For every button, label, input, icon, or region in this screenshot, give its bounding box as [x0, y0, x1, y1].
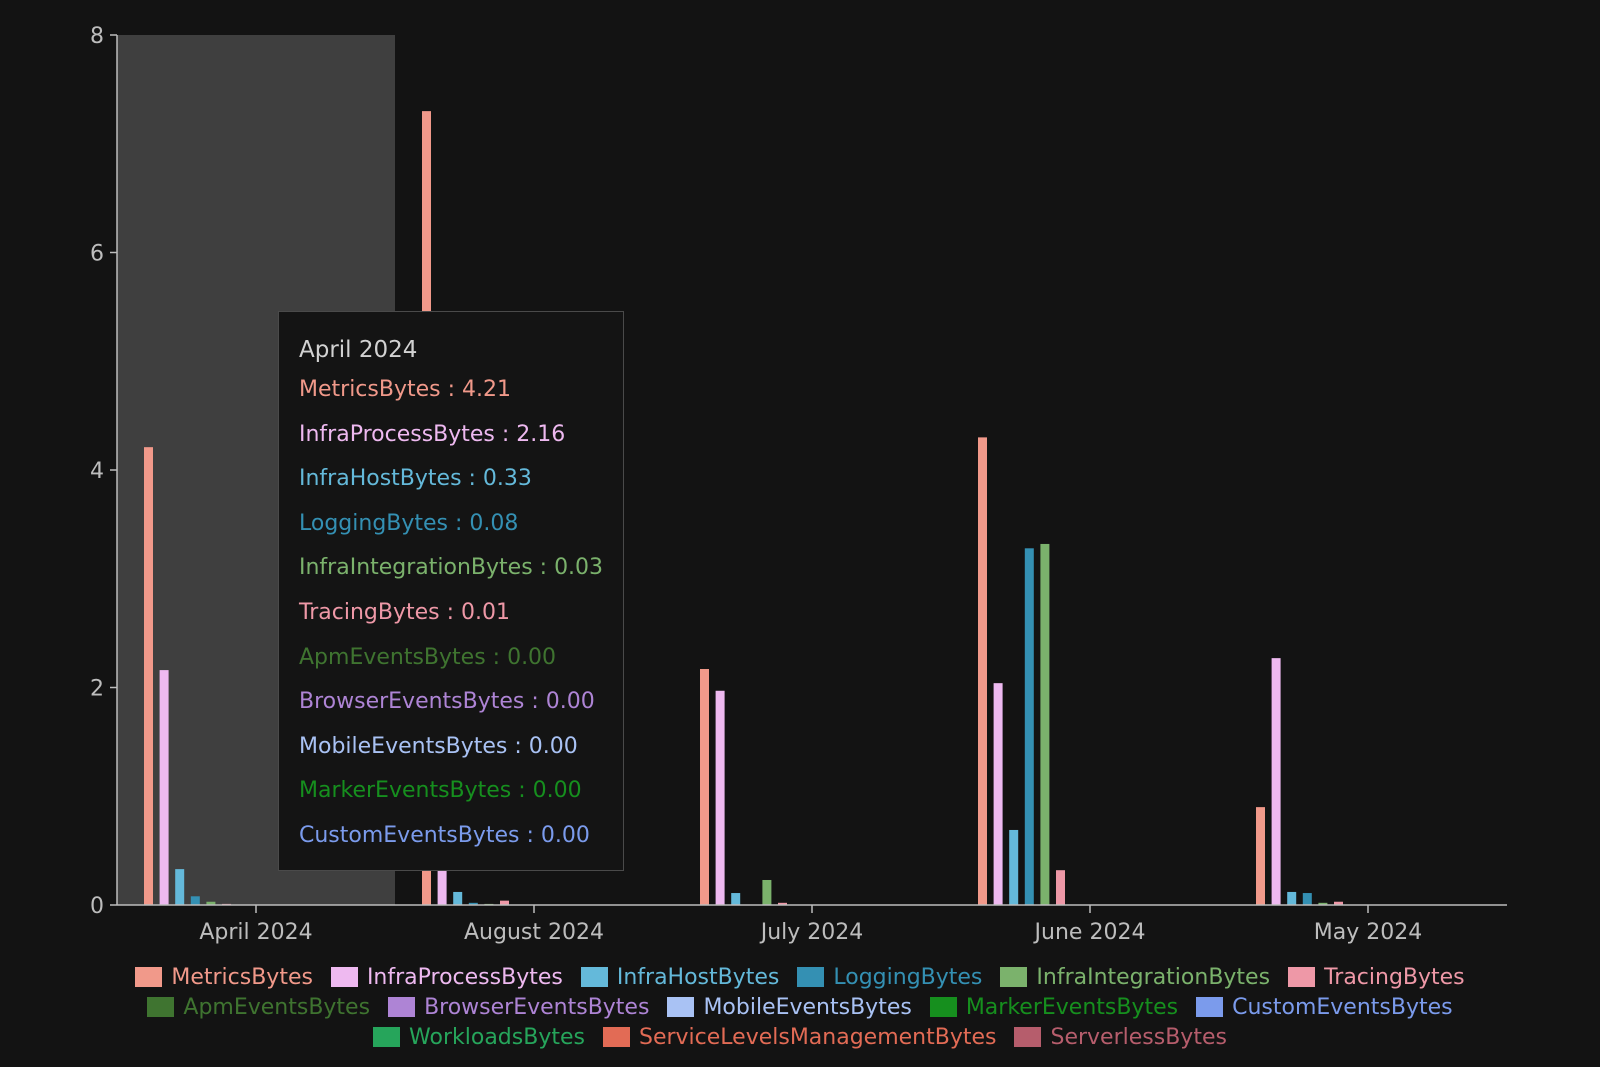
bar[interactable]: LoggingBytes — April 2024	[190, 896, 200, 905]
legend-item[interactable]: MobileEventsBytes	[667, 994, 912, 1020]
tooltip-row: LoggingBytes : 0.08	[299, 510, 519, 536]
legend-label: MarkerEventsBytes	[965, 994, 1179, 1020]
y-tick-label: 0	[90, 894, 104, 919]
y-tick-label: 6	[90, 242, 104, 267]
legend-item[interactable]: ApmEventsBytes	[147, 995, 370, 1020]
legend-label: WorkloadsBytes	[409, 1024, 585, 1050]
legend-row: ApmEventsBytes BrowserEventsBytes MobileEv…	[0, 992, 1600, 1022]
tooltip-row: TracingBytes : 0.01	[299, 599, 510, 625]
bar[interactable]: InfraProcessBytes — July 2024	[715, 690, 725, 905]
legend-label: BrowserEventsBytes	[424, 994, 650, 1020]
bar[interactable]: MetricsBytes — May 2024	[1256, 807, 1265, 905]
tooltip-title: April 2024	[299, 337, 418, 363]
legend-label: ApmEventsBytes	[183, 994, 371, 1020]
bar[interactable]: InfraHostBytes — June 2024	[1009, 829, 1019, 905]
legend-label: InfraProcessBytes	[366, 964, 563, 990]
bar[interactable]: TracingBytes — May 2024	[1334, 901, 1343, 905]
legend-label: LoggingBytes	[833, 964, 983, 990]
bar[interactable]: InfraHostBytes — August 2024	[453, 891, 463, 905]
legend-row: MetricsBytes InfraProcessBytes InfraHostBy…	[0, 962, 1600, 992]
bar[interactable]: MetricsBytes — July 2024	[700, 669, 709, 905]
x-tick-label: August 2024	[464, 920, 604, 945]
legend-item[interactable]: InfraHostBytes	[580, 964, 780, 990]
y-tick-label: 8	[90, 24, 104, 49]
y-tick-label: 2	[90, 677, 104, 702]
bar[interactable]: InfraProcessBytes — May 2024	[1271, 658, 1281, 905]
y-tick-label: 4	[90, 459, 104, 484]
legend-item[interactable]: InfraProcessBytes	[330, 964, 563, 990]
legend-swatch	[373, 1027, 401, 1047]
x-tick-label: July 2024	[759, 920, 864, 945]
tooltip-row: InfraHostBytes : 0.33	[299, 466, 532, 492]
bar[interactable]: InfraProcessBytes — June 2024	[993, 683, 1003, 905]
bar[interactable]: LoggingBytes — June 2024	[1024, 548, 1034, 905]
legend-item[interactable]: InfraIntegrationBytes	[1000, 965, 1270, 990]
tooltip-row: MobileEventsBytes : 0.00	[299, 733, 578, 759]
legend-item[interactable]: MetricsBytes	[135, 965, 313, 990]
x-tick-label: April 2024	[199, 920, 312, 945]
legend-swatch	[330, 967, 358, 987]
legend-swatch	[667, 997, 695, 1017]
legend-label: InfraHostBytes	[616, 964, 780, 990]
legend-label: MobileEventsBytes	[703, 994, 912, 1020]
bar[interactable]: TracingBytes — July 2024	[778, 902, 787, 905]
tooltip-row: InfraProcessBytes : 2.16	[299, 421, 566, 447]
tooltip-rows: MetricsBytes : 4.21 InfraProcessBytes : 2…	[299, 368, 603, 859]
legend-item[interactable]: ServerlessBytes	[1014, 1024, 1227, 1050]
legend-item[interactable]: WorkloadsBytes	[373, 1025, 585, 1050]
x-tick-label: June 2024	[1033, 920, 1146, 945]
bar[interactable]: InfraIntegrationBytes — April 2024	[206, 901, 216, 905]
legend-item[interactable]: LoggingBytes	[797, 965, 982, 990]
chart-tooltip: April 2024 MetricsBytes : 4.21 InfraProce…	[278, 311, 624, 871]
legend-item[interactable]: MarkerEventsBytes	[929, 994, 1179, 1020]
x-tick-label: May 2024	[1314, 920, 1422, 945]
legend-swatch	[147, 997, 175, 1017]
legend-swatch	[1000, 967, 1028, 987]
legend-item[interactable]: TracingBytes	[1288, 965, 1465, 990]
tooltip-row: MetricsBytes : 4.21	[299, 377, 511, 402]
legend-label: MetricsBytes	[171, 964, 313, 990]
bar[interactable]: InfraHostBytes — April 2024	[175, 869, 185, 905]
tooltip-row: CustomEventsBytes : 0.00	[299, 822, 590, 848]
legend-item[interactable]: CustomEventsBytes	[1196, 995, 1453, 1020]
tooltip-row: BrowserEventsBytes : 0.00	[299, 689, 595, 715]
tooltip-row: ApmEventsBytes : 0.00	[299, 644, 557, 670]
bar[interactable]: InfraHostBytes — July 2024	[731, 893, 741, 905]
legend-swatch	[580, 967, 608, 987]
legend-swatch	[1014, 1027, 1042, 1047]
bar[interactable]: MetricsBytes — June 2024	[978, 437, 987, 905]
bar[interactable]: LoggingBytes — May 2024	[1302, 893, 1312, 905]
legend-swatch	[929, 997, 957, 1017]
bar[interactable]: InfraIntegrationBytes — June 2024	[1040, 543, 1050, 905]
bar[interactable]: InfraProcessBytes — April 2024	[159, 670, 169, 905]
bar[interactable]: LoggingBytes — August 2024	[468, 902, 478, 905]
bar[interactable]: TracingBytes — August 2024	[500, 900, 509, 905]
legend-row: WorkloadsBytes ServiceLevelsManagementByt…	[0, 1022, 1600, 1052]
tooltip-row: InfraIntegrationBytes : 0.03	[299, 555, 604, 581]
legend-label: InfraIntegrationBytes	[1036, 964, 1271, 990]
bar[interactable]: InfraHostBytes — May 2024	[1287, 891, 1297, 905]
legend-item[interactable]: BrowserEventsBytes	[388, 995, 649, 1020]
legend-label: ServerlessBytes	[1050, 1024, 1227, 1050]
legend-swatch	[1288, 967, 1316, 987]
legend-label: TracingBytes	[1324, 964, 1465, 990]
legend-swatch	[602, 1027, 630, 1047]
legend-swatch	[388, 997, 416, 1017]
legend-item[interactable]: ServiceLevelsManagementBytes	[602, 1024, 997, 1050]
tooltip-row: MarkerEventsBytes : 0.00	[299, 778, 582, 804]
legend-swatch	[135, 967, 163, 987]
chart-legend: MetricsBytes InfraProcessBytes InfraHostBy…	[0, 962, 1600, 1052]
legend-label: CustomEventsBytes	[1232, 994, 1453, 1020]
legend-swatch	[1196, 997, 1224, 1017]
bar[interactable]: TracingBytes — June 2024	[1056, 870, 1065, 905]
bar[interactable]: InfraIntegrationBytes — May 2024	[1318, 902, 1328, 905]
bar[interactable]: MetricsBytes — April 2024	[144, 447, 153, 905]
legend-swatch	[797, 967, 825, 987]
bar[interactable]: InfraIntegrationBytes — July 2024	[762, 879, 772, 905]
legend-label: ServiceLevelsManagementBytes	[638, 1024, 997, 1050]
